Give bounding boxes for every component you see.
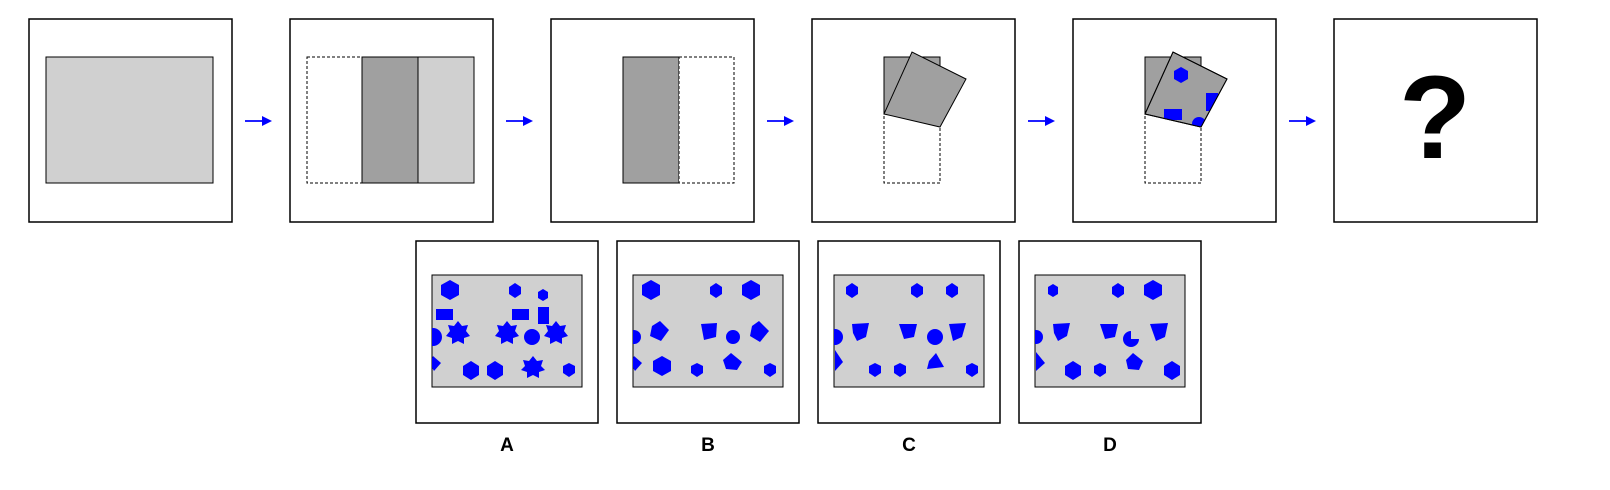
hole-pentagon bbox=[1053, 323, 1070, 341]
hole-circle bbox=[1035, 330, 1043, 344]
hole-hexagon bbox=[1164, 361, 1180, 380]
hole-pentagon bbox=[1150, 323, 1168, 341]
option-d-label[interactable]: D bbox=[1103, 435, 1117, 456]
hole-pentagon bbox=[1100, 324, 1118, 339]
hole-hexagon bbox=[710, 283, 722, 298]
arrow-5 bbox=[1289, 116, 1316, 126]
hole-circle bbox=[726, 330, 740, 344]
hole-hexagon bbox=[946, 283, 958, 298]
hole-hexagon bbox=[441, 280, 459, 300]
hole-hexagon bbox=[487, 361, 503, 380]
hole-fragment bbox=[835, 350, 843, 371]
hole-hexagon bbox=[463, 361, 479, 380]
hole-rectangle bbox=[436, 309, 453, 320]
hole-hexagon bbox=[1094, 363, 1106, 377]
hole-hexagon bbox=[1174, 67, 1188, 83]
option-c-label[interactable]: C bbox=[902, 435, 916, 456]
step-3-panel bbox=[550, 18, 755, 223]
hole-fragment bbox=[1036, 352, 1045, 371]
hole-circle bbox=[633, 330, 641, 344]
step-3-folded-strip bbox=[622, 56, 680, 184]
step-2-folded-away-outline bbox=[306, 56, 363, 184]
hole-pentagon bbox=[927, 353, 944, 369]
hole-pentagon bbox=[899, 324, 917, 339]
arrow-2 bbox=[506, 116, 533, 126]
hole-hexagon bbox=[911, 283, 923, 298]
step-2-remaining-paper bbox=[417, 56, 475, 184]
option-b-holes bbox=[633, 280, 776, 377]
option-b[interactable]: B bbox=[616, 240, 800, 456]
option-c-holes bbox=[834, 283, 978, 377]
step-4-rotated-flap bbox=[883, 51, 967, 128]
option-c[interactable]: C bbox=[817, 240, 1001, 456]
hole-star bbox=[544, 321, 568, 344]
option-a[interactable]: A bbox=[415, 240, 599, 456]
step-4-folded-away-outline bbox=[883, 113, 941, 184]
question-panel: ? bbox=[1333, 18, 1538, 223]
hole-fragment bbox=[432, 356, 441, 371]
hole-circle bbox=[432, 328, 442, 346]
arrow-3 bbox=[767, 116, 794, 126]
hole-hexagon bbox=[1112, 283, 1124, 298]
hole-pentagon bbox=[949, 323, 966, 341]
question-frame bbox=[1333, 18, 1538, 223]
hole-hexagon bbox=[894, 363, 906, 377]
hole-rectangle bbox=[538, 307, 549, 324]
hole-pentagon bbox=[852, 323, 869, 341]
hole-circle bbox=[524, 329, 540, 345]
option-a-holes bbox=[432, 280, 575, 380]
hole-hexagon bbox=[509, 283, 521, 298]
hole-pentagon bbox=[701, 323, 717, 340]
hole-hexagon bbox=[764, 363, 776, 377]
hole-hexagon bbox=[869, 363, 881, 377]
hole-pentagon bbox=[723, 353, 742, 370]
hole-partial-circle bbox=[1123, 331, 1139, 347]
question-mark: ? bbox=[1399, 52, 1471, 184]
step-2-panel bbox=[289, 18, 494, 223]
hole-hexagon bbox=[966, 363, 978, 377]
hole-hexagon bbox=[538, 289, 548, 301]
hole-pentagon bbox=[650, 321, 669, 341]
arrow-1 bbox=[245, 116, 272, 126]
step-4-panel bbox=[811, 18, 1016, 223]
option-d-holes bbox=[1035, 280, 1180, 380]
hole-hexagon bbox=[563, 363, 575, 377]
hole-rectangle bbox=[512, 309, 529, 320]
hole-hexagon bbox=[1144, 280, 1162, 300]
hole-hexagon bbox=[742, 280, 760, 300]
hole-circle bbox=[927, 329, 943, 345]
hole-star bbox=[521, 356, 545, 378]
step-5-panel bbox=[1072, 18, 1277, 223]
option-a-label[interactable]: A bbox=[500, 435, 514, 456]
step-3-folded-away-outline bbox=[678, 56, 735, 184]
hole-pentagon bbox=[1126, 353, 1143, 370]
option-b-label[interactable]: B bbox=[701, 435, 715, 456]
option-d[interactable]: D bbox=[1018, 240, 1202, 456]
hole-circle bbox=[834, 329, 843, 345]
step-1-panel bbox=[28, 18, 233, 223]
hole-rectangle bbox=[1164, 109, 1182, 120]
step-1-paper bbox=[45, 56, 214, 184]
hole-hexagon bbox=[1065, 361, 1081, 380]
hole-star bbox=[495, 321, 519, 344]
hole-hexagon bbox=[642, 280, 660, 300]
hole-circle bbox=[1192, 117, 1206, 127]
step-2-folded-flap bbox=[361, 56, 419, 184]
hole-pentagon bbox=[750, 321, 769, 342]
hole-star bbox=[446, 321, 470, 344]
hole-fragment bbox=[633, 356, 642, 371]
arrow-4 bbox=[1028, 116, 1055, 126]
hole-hexagon bbox=[1048, 284, 1058, 297]
hole-hexagon bbox=[846, 283, 858, 298]
hole-hexagon bbox=[691, 363, 703, 377]
hole-hexagon bbox=[653, 356, 671, 376]
